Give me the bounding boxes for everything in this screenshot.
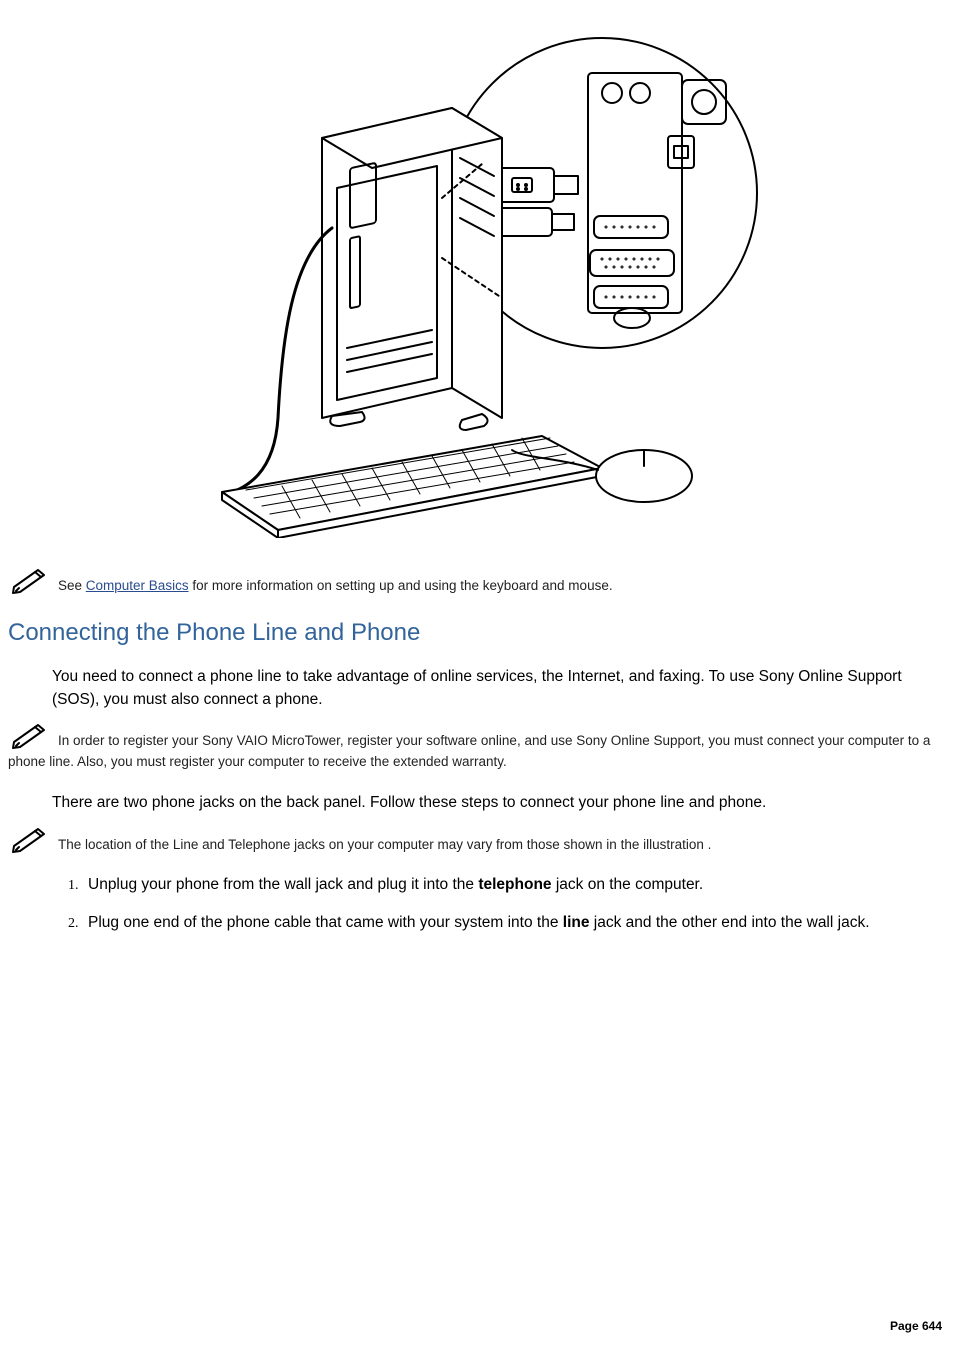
step-item: Plug one end of the phone cable that cam… — [82, 911, 936, 934]
step-pre: Plug one end of the phone cable that cam… — [88, 914, 563, 931]
note-prefix: See — [58, 578, 86, 593]
intro-paragraph: You need to connect a phone line to take… — [52, 665, 946, 712]
note-register: In order to register your Sony VAIO Micr… — [8, 725, 946, 773]
computer-setup-illustration — [182, 18, 772, 538]
step-post: jack and the other end into the wall jac… — [589, 914, 869, 931]
note-location: The location of the Line and Telephone j… — [8, 829, 946, 856]
jacks-paragraph: There are two phone jacks on the back pa… — [52, 791, 946, 814]
hero-illustration — [182, 18, 772, 538]
section-title: Connecting the Phone Line and Phone — [8, 619, 946, 647]
page-number: Page 644 — [890, 1319, 942, 1333]
note-icon — [8, 719, 50, 749]
steps-list: Unplug your phone from the wall jack and… — [64, 873, 946, 934]
note-text: See Computer Basics for more information… — [58, 568, 946, 597]
step-pre: Unplug your phone from the wall jack and… — [88, 876, 478, 893]
step-bold: line — [563, 914, 590, 931]
step-post: jack on the computer. — [552, 876, 704, 893]
computer-basics-link[interactable]: Computer Basics — [86, 578, 189, 593]
note-icon — [8, 823, 50, 853]
note-see-computer-basics: See Computer Basics for more information… — [8, 568, 946, 597]
note-location-text: The location of the Line and Telephone j… — [8, 829, 946, 856]
step-item: Unplug your phone from the wall jack and… — [82, 873, 936, 896]
note-icon — [8, 564, 50, 594]
note-suffix: for more information on setting up and u… — [189, 578, 613, 593]
step-bold: telephone — [478, 876, 551, 893]
note-register-text: In order to register your Sony VAIO Micr… — [8, 725, 946, 773]
